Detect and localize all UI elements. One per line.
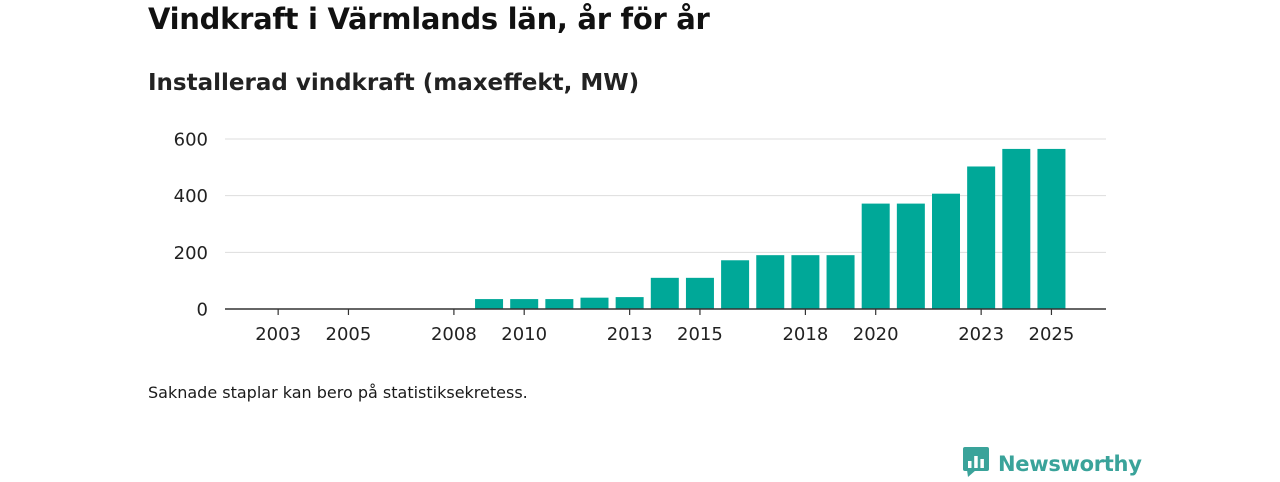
x-tick-label: 2023	[958, 324, 1004, 345]
bar-2010	[510, 299, 539, 309]
chart-subtitle: Installerad vindkraft (maxeffekt, MW)	[148, 70, 640, 96]
footnote: Saknade staplar kan bero på statistiksek…	[148, 383, 528, 402]
bar-2015	[685, 277, 714, 309]
bars	[475, 148, 1066, 309]
x-tick-label: 2013	[607, 324, 653, 345]
bar-2014	[650, 277, 679, 309]
bar-2020	[861, 203, 890, 309]
y-tick-label: 400	[174, 186, 208, 207]
bar-2017	[756, 255, 785, 309]
chart-title: Vindkraft i Värmlands län, år för år	[148, 2, 710, 36]
bar-2009	[475, 299, 504, 309]
x-tick-label: 2008	[431, 324, 477, 345]
bar-2019	[826, 255, 855, 309]
brand-name: Newsworthy	[998, 452, 1142, 476]
bar-2023	[967, 166, 996, 309]
y-tick-label: 200	[174, 243, 208, 264]
bar-2024	[1002, 148, 1031, 309]
x-tick-label: 2020	[853, 324, 899, 345]
bar-2016	[721, 260, 750, 309]
bar-2018	[791, 255, 820, 309]
bar-2012	[580, 297, 609, 309]
axes	[225, 308, 1106, 315]
bar-2022	[932, 193, 960, 309]
bar-2021	[896, 203, 925, 309]
y-tick-label: 0	[197, 300, 208, 321]
newsworthy-brand[interactable]: Newsworthy	[962, 447, 1142, 481]
x-tick-label: 2005	[326, 324, 372, 345]
newsworthy-logo-icon	[962, 446, 990, 482]
bar-2013	[615, 297, 644, 309]
x-tick-label: 2010	[501, 324, 547, 345]
x-tick-label: 2015	[677, 324, 723, 345]
x-tick-label: 2018	[782, 324, 828, 345]
bar-2011	[545, 299, 574, 309]
tick-labels: 0 200 400 600 2003 2005 2008 2010 2013 2015 2018 20…	[174, 130, 1075, 346]
x-tick-label: 2003	[255, 324, 301, 345]
bar-2025	[1037, 148, 1066, 309]
y-tick-label: 600	[174, 130, 208, 151]
x-tick-label: 2025	[1029, 324, 1075, 345]
